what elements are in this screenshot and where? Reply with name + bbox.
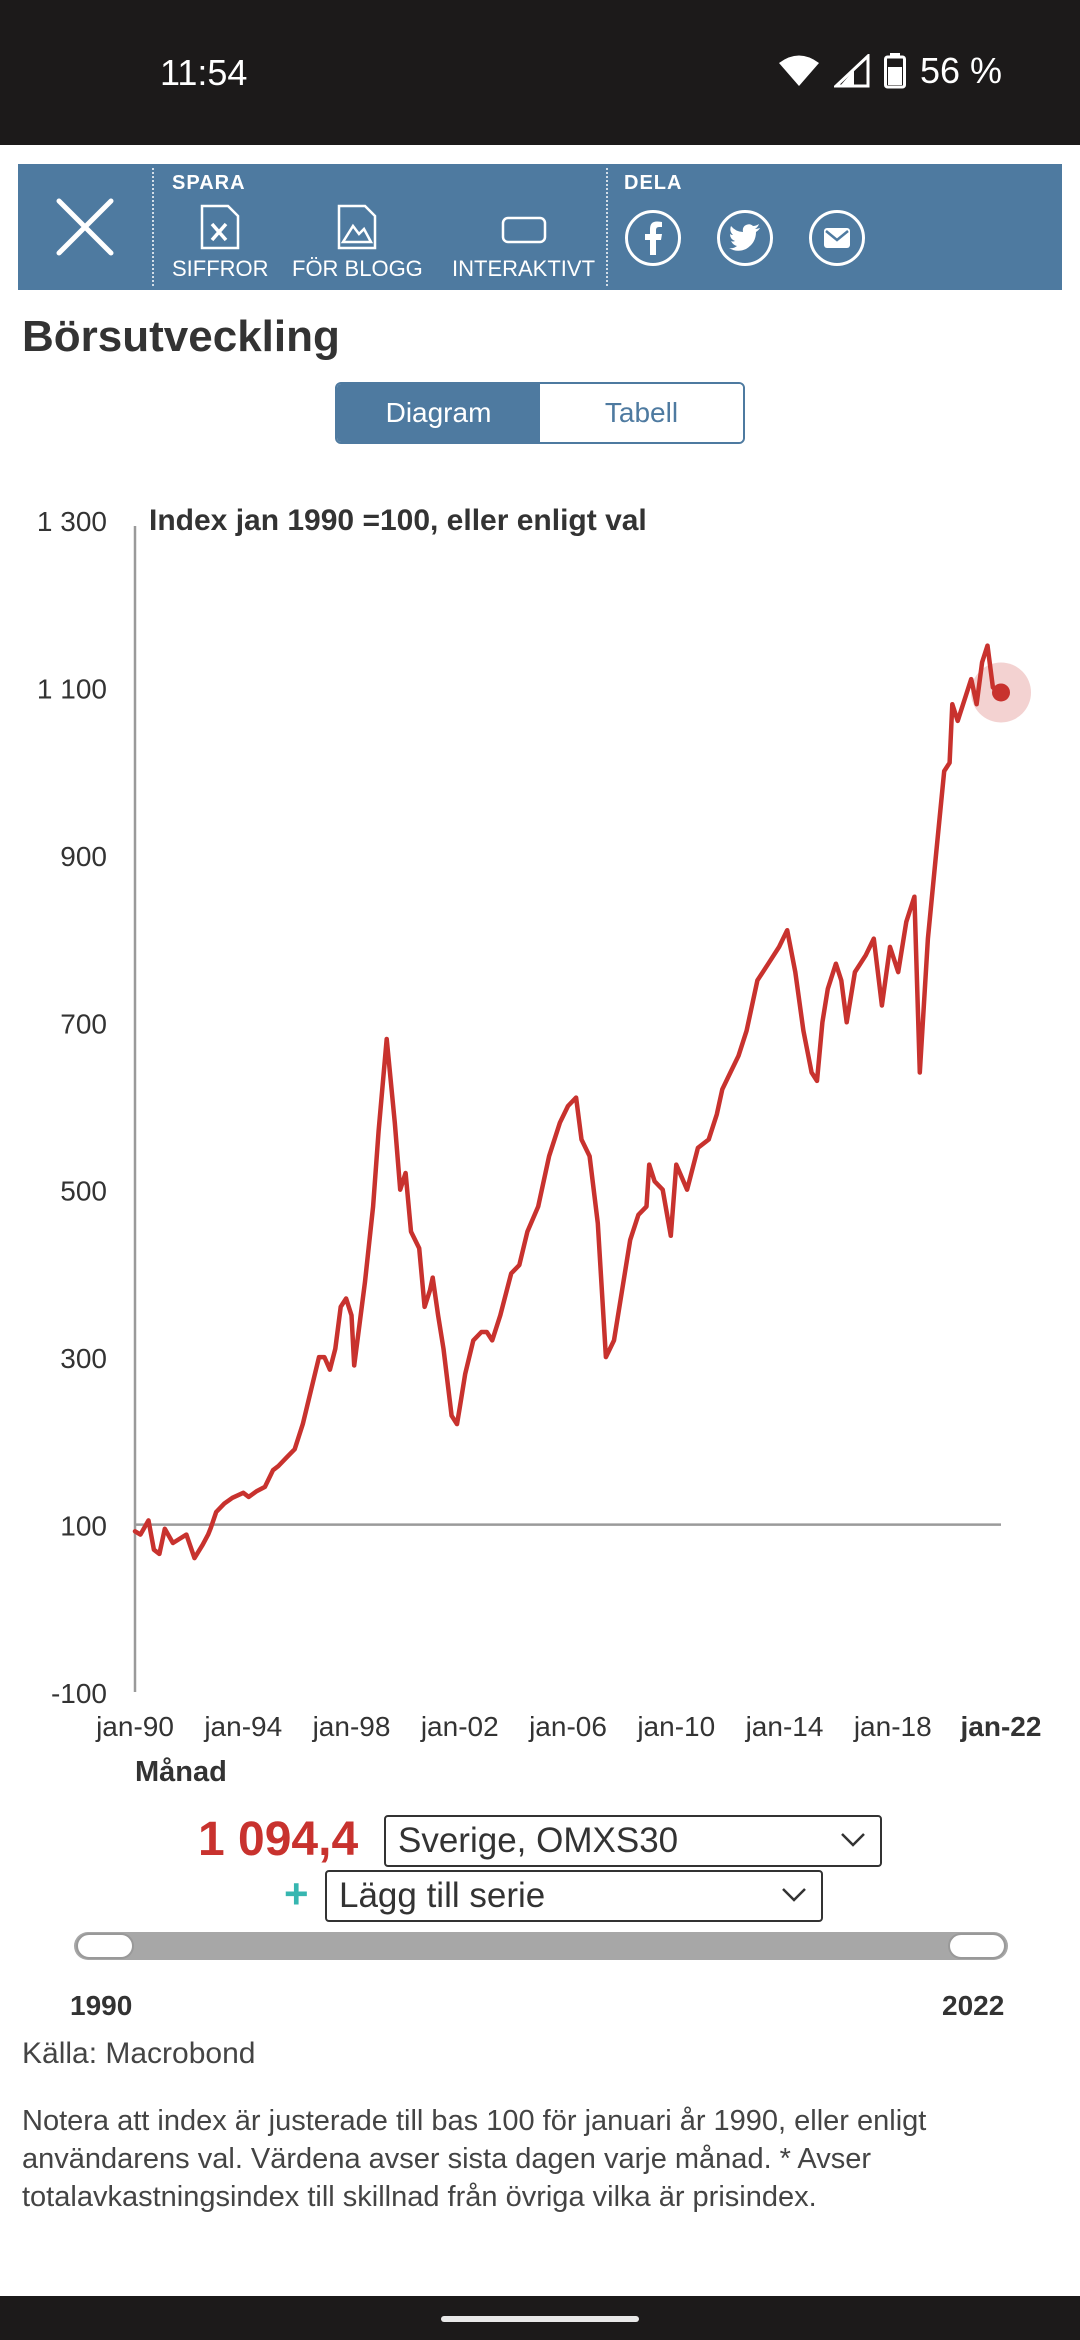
current-point-marker bbox=[992, 683, 1010, 702]
toolbar-divider bbox=[606, 168, 608, 286]
x-tick-label: jan-98 bbox=[312, 1711, 391, 1742]
email-share-button[interactable] bbox=[809, 210, 865, 266]
add-series-label: Lägg till serie bbox=[339, 1876, 546, 1915]
interactive-icon bbox=[501, 216, 546, 244]
close-icon bbox=[56, 198, 114, 256]
save-blogg-button[interactable]: FÖR BLOGG bbox=[292, 204, 423, 282]
y-tick-label: 100 bbox=[60, 1511, 107, 1542]
home-handle[interactable] bbox=[441, 2316, 639, 2322]
chevron-down-icon bbox=[782, 1888, 806, 1902]
y-tick-label: 500 bbox=[60, 1176, 107, 1207]
current-value: 1 094,4 bbox=[198, 1813, 359, 1866]
x-tick-label: jan-94 bbox=[203, 1711, 282, 1742]
status-bar: 11:54 56 % bbox=[0, 0, 1080, 145]
toolbar: SPARA SIFFROR FÖR BLOGG INTERAKTIVT DELA bbox=[18, 164, 1062, 290]
twitter-icon bbox=[729, 224, 760, 251]
range-start-label: 1990 bbox=[70, 1990, 133, 2021]
range-end-label: 2022 bbox=[942, 1990, 1005, 2021]
wifi-icon bbox=[778, 54, 820, 88]
x-axis-label: Månad bbox=[135, 1756, 227, 1788]
y-tick-label: 300 bbox=[60, 1343, 107, 1374]
view-tabs: Diagram Tabell bbox=[335, 382, 745, 444]
chevron-down-icon bbox=[841, 1833, 865, 1847]
facebook-share-button[interactable] bbox=[625, 210, 681, 266]
battery-percent: 56 % bbox=[919, 50, 1002, 91]
range-slider-track[interactable] bbox=[74, 1932, 1008, 1960]
x-tick-label: jan-18 bbox=[853, 1711, 932, 1742]
save-blogg-label: FÖR BLOGG bbox=[292, 256, 423, 281]
page-title: Börsutveckling bbox=[22, 312, 340, 361]
status-icons: 56 % bbox=[778, 50, 1002, 92]
battery-icon bbox=[883, 53, 906, 89]
close-button[interactable] bbox=[18, 164, 152, 290]
facebook-icon bbox=[645, 221, 662, 255]
x-tick-label: jan-02 bbox=[420, 1711, 499, 1742]
toolbar-divider bbox=[152, 168, 154, 286]
signal-icon bbox=[833, 54, 870, 88]
x-tick-label: jan-90 bbox=[95, 1711, 174, 1742]
image-file-icon bbox=[338, 204, 377, 250]
x-tick-label: jan-10 bbox=[636, 1711, 715, 1742]
email-icon bbox=[824, 228, 850, 248]
x-tick-label: jan-14 bbox=[745, 1711, 824, 1742]
note-text: Notera att index är justerade till bas 1… bbox=[22, 2105, 927, 2213]
twitter-share-button[interactable] bbox=[717, 210, 773, 266]
y-tick-label: 700 bbox=[60, 1008, 107, 1039]
series-line bbox=[132, 643, 1004, 1561]
tab-tabell[interactable]: Tabell bbox=[540, 384, 743, 442]
excel-file-icon bbox=[201, 204, 240, 250]
save-siffror-label: SIFFROR bbox=[172, 256, 269, 281]
save-interaktivt-button[interactable]: INTERAKTIVT bbox=[452, 204, 595, 282]
range-start-handle[interactable] bbox=[76, 1933, 134, 1959]
status-time: 11:54 bbox=[160, 52, 248, 93]
save-siffror-button[interactable]: SIFFROR bbox=[172, 204, 269, 282]
save-section-label: SPARA bbox=[172, 172, 246, 194]
y-tick-label: -100 bbox=[51, 1678, 107, 1709]
series-select[interactable]: Sverige, OMXS30 bbox=[384, 1815, 882, 1867]
y-tick-label: 1 100 bbox=[37, 673, 107, 704]
x-tick-label: jan-06 bbox=[528, 1711, 607, 1742]
y-tick-label: 900 bbox=[60, 841, 107, 872]
range-end-handle[interactable] bbox=[948, 1933, 1006, 1959]
tab-diagram[interactable]: Diagram bbox=[337, 384, 540, 442]
save-interaktivt-label: INTERAKTIVT bbox=[452, 256, 596, 281]
share-section-label: DELA bbox=[624, 172, 683, 194]
y-tick-label: 1 300 bbox=[37, 506, 107, 537]
chart-title: Index jan 1990 =100, eller enligt val bbox=[149, 504, 647, 537]
series-select-value: Sverige, OMXS30 bbox=[398, 1821, 679, 1860]
add-series-icon[interactable]: + bbox=[284, 1870, 309, 1917]
add-series-select[interactable]: Lägg till serie bbox=[325, 1870, 823, 1922]
x-tick-label: jan-22 bbox=[960, 1711, 1042, 1742]
source-text: Källa: Macrobond bbox=[22, 2037, 256, 2070]
navigation-bar bbox=[0, 2296, 1080, 2340]
